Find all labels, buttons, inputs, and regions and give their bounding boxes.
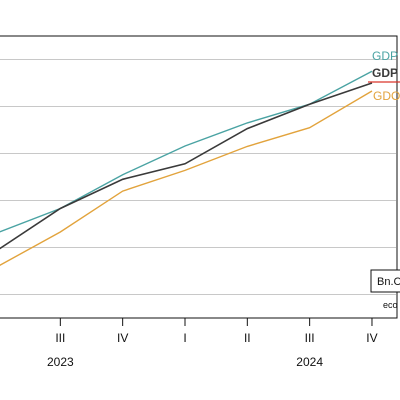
annotation-text: Bn.C [377, 276, 400, 288]
series-label-gdp-1: GDP [372, 66, 398, 80]
series-lines [0, 70, 400, 266]
annotation-box: Bn.C [370, 269, 400, 293]
series-label-gdp-0: GDP [372, 49, 398, 63]
x-tick-label-0: III [55, 331, 65, 345]
series-line-gdp-1 [0, 82, 373, 250]
series-line-gdp-0 [0, 70, 373, 233]
x-tick-label-1: IV [117, 331, 128, 345]
year-label-1: 2024 [296, 355, 323, 369]
x-tick-label-5: IV [366, 331, 377, 345]
plot-frame [0, 35, 398, 319]
year-label-0: 2023 [47, 355, 74, 369]
x-tick-label-2: I [183, 331, 186, 345]
x-tick-label-3: II [244, 331, 251, 345]
source-text: eco [383, 300, 398, 310]
series-line-gdo-2 [0, 90, 373, 266]
grid-lines [0, 59, 396, 295]
series-labels: GDP GDP GDO [372, 49, 400, 103]
x-tick-label-4: III [305, 331, 315, 345]
series-label-gdo-2: GDO [373, 89, 400, 103]
